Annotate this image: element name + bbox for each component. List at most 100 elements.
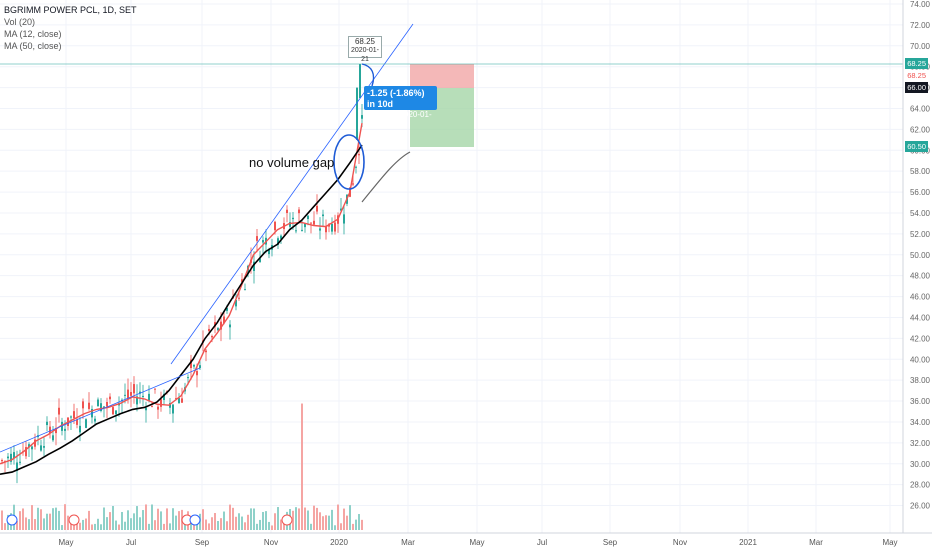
time-tick: Nov [673, 538, 687, 547]
volume-bar [43, 518, 45, 530]
volume-bar [256, 523, 258, 530]
candle-body [343, 214, 345, 224]
volume-bar [34, 519, 36, 530]
stop-zone[interactable] [410, 64, 474, 88]
candle-body [46, 421, 48, 426]
candle-body [280, 235, 282, 239]
event-markers[interactable] [6, 514, 293, 526]
ma50-label[interactable]: MA (50, close) [4, 41, 62, 51]
volume-bar [172, 508, 174, 530]
volume-bar [352, 523, 354, 530]
chart-legend: BGRIMM POWER PCL, 1D, SET Vol (20) MA (1… [4, 4, 137, 52]
candle-body [64, 428, 66, 431]
volume-bar [160, 511, 162, 530]
candle-body [16, 462, 18, 471]
volume-bar [82, 519, 84, 530]
volume-bar [16, 520, 18, 530]
candle-body [235, 299, 237, 307]
callout-date: 2020-01-21 [350, 47, 380, 63]
price-tick: 42.00 [910, 334, 931, 343]
no-volume-gap-note[interactable]: no volume gap [249, 155, 335, 170]
candle-body [217, 328, 219, 331]
candle-body [319, 228, 321, 231]
volume-bar [130, 518, 132, 530]
candle-body [34, 439, 36, 447]
candle-body [94, 418, 96, 422]
volume-bar [133, 513, 135, 530]
candle-body [241, 279, 243, 283]
trendline-upper[interactable] [170, 23, 414, 365]
volume-bar [217, 520, 219, 530]
event-marker[interactable] [281, 514, 293, 526]
measure-sub: 67.00 @ 2020-01-31 [367, 110, 432, 129]
measure-label[interactable]: -1.25 (-1.86%) in 10d 67.00 @ 2020-01-31 [364, 86, 437, 129]
symbol-title[interactable]: BGRIMM POWER PCL, 1D, SET [4, 5, 137, 15]
time-tick: 2020 [330, 538, 348, 547]
candle-body [193, 364, 195, 367]
volume-bar [268, 521, 270, 530]
volume-bar [253, 508, 255, 530]
time-tick: Nov [264, 538, 278, 547]
volume-bar [163, 523, 165, 530]
price-badge-entry: 66.00 [905, 82, 928, 93]
volume-bar [343, 508, 345, 530]
price-callout[interactable]: 68.25 2020-01-21 [348, 36, 382, 63]
volume-bar [235, 516, 237, 530]
volume-bar [175, 515, 177, 530]
volume-bar [67, 515, 69, 530]
volume-bar [283, 522, 285, 530]
volume-bar [280, 519, 282, 530]
candle-body [325, 226, 327, 233]
volume-bar [190, 521, 192, 530]
price-tick: 36.00 [910, 397, 931, 406]
volume-bar [88, 510, 90, 530]
candle-body [43, 446, 45, 448]
volume-bar [277, 507, 279, 530]
vol-label[interactable]: Vol (20) [4, 17, 36, 27]
candle-body [49, 426, 51, 434]
candle-body [19, 461, 21, 463]
candle-body [340, 208, 342, 211]
volume-bar [247, 514, 249, 530]
volume-bar [208, 523, 210, 530]
candle-body [106, 401, 108, 407]
volume-bar [292, 510, 294, 530]
candle-body [322, 214, 324, 217]
candle-body [124, 394, 126, 396]
candle-body [253, 261, 255, 272]
price-tick: 50.00 [910, 251, 931, 260]
volume-bar [328, 515, 330, 530]
volume-bar [262, 511, 264, 530]
volume-bar [151, 504, 153, 530]
volume-bar [112, 505, 114, 530]
volume-bar [136, 506, 138, 530]
volume-bar [298, 508, 300, 530]
candle-body [178, 398, 180, 404]
event-marker[interactable] [6, 514, 18, 526]
candle-body [334, 222, 336, 232]
price-tick: 58.00 [910, 167, 931, 176]
time-axis[interactable]: May Jul Sep Nov 2020 Mar May Jul Sep Nov 2021 Mar Ma… [58, 538, 897, 547]
candle-body [199, 365, 201, 368]
candle-body [292, 217, 294, 220]
candle-body [289, 222, 291, 227]
price-tick: 74.00 [910, 0, 931, 9]
price-tick: 72.00 [910, 21, 931, 30]
event-marker[interactable] [68, 514, 80, 526]
volume-bar [166, 508, 168, 530]
price-tick: 38.00 [910, 376, 931, 385]
time-tick: May [469, 538, 484, 547]
volume-bar [259, 519, 261, 530]
candle-body [73, 411, 75, 419]
candle-body [244, 289, 246, 291]
event-marker[interactable] [189, 514, 201, 526]
candle-body [58, 407, 60, 415]
price-tick: 52.00 [910, 230, 931, 239]
candle-body [139, 391, 141, 394]
gap-circle[interactable] [333, 134, 365, 190]
volume-bar [19, 511, 21, 530]
ma12-label[interactable]: MA (12, close) [4, 29, 62, 39]
volume-bar [22, 508, 24, 530]
trendline-lower[interactable] [0, 367, 201, 453]
